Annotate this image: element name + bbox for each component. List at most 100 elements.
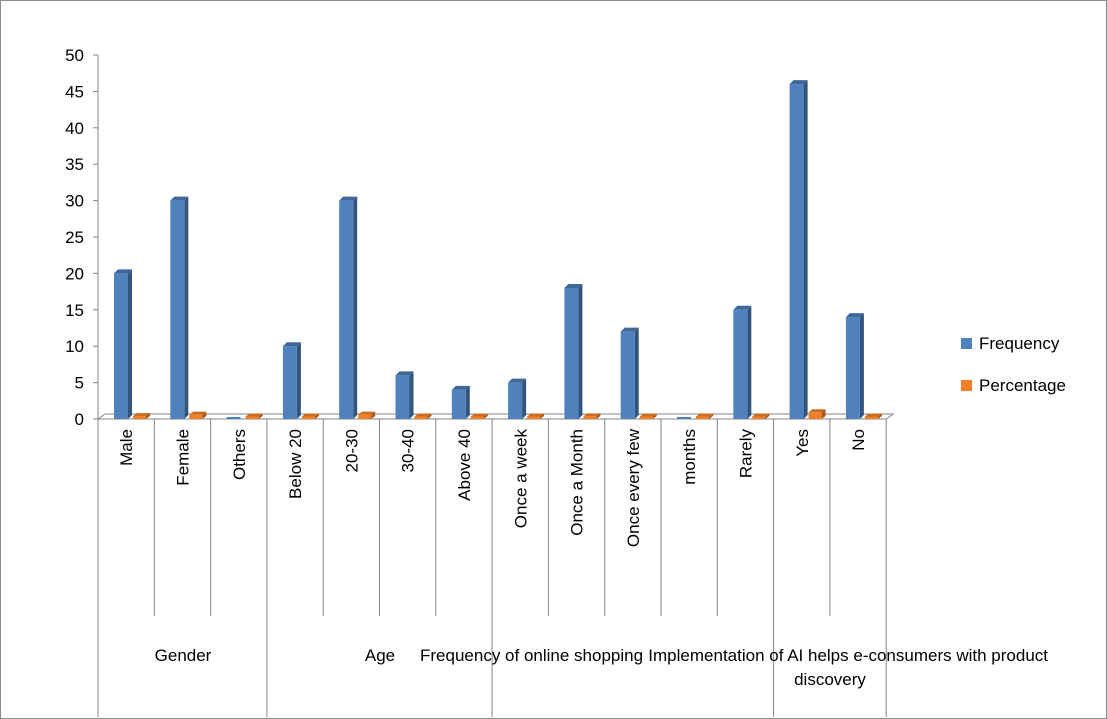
bar-frequency-side bbox=[634, 327, 639, 419]
legend-swatch bbox=[961, 380, 972, 391]
bar-percentage-top bbox=[301, 413, 319, 417]
bar-percentage bbox=[808, 409, 826, 419]
bar-percentage-face bbox=[639, 416, 653, 419]
bar-percentage-face bbox=[189, 414, 203, 419]
y-tick-label: 25 bbox=[65, 228, 84, 247]
y-tick-label: 20 bbox=[65, 264, 84, 283]
bar-frequency-top bbox=[733, 305, 752, 310]
legend-label: Percentage bbox=[979, 376, 1066, 395]
bar-percentage-face bbox=[527, 416, 541, 419]
bar-percentage-side bbox=[371, 411, 376, 419]
bar-frequency-side bbox=[578, 283, 583, 419]
bar-percentage-top bbox=[864, 413, 882, 417]
bar-frequency-top bbox=[170, 196, 189, 201]
bar-percentage bbox=[864, 413, 882, 419]
bar-frequency-side bbox=[747, 305, 752, 419]
bar-percentage bbox=[752, 413, 770, 419]
bar-percentage-top bbox=[527, 413, 545, 417]
bar-percentage-top bbox=[639, 413, 657, 417]
bar-percentage-face bbox=[358, 414, 372, 419]
bar-frequency bbox=[451, 385, 470, 419]
bar-frequency-top bbox=[451, 385, 470, 390]
x-tick-label: 30-40 bbox=[399, 429, 418, 472]
bar-percentage-top bbox=[414, 413, 432, 417]
bar-frequency bbox=[114, 269, 132, 419]
bar-percentage-face bbox=[470, 416, 484, 419]
bar-percentage-face bbox=[245, 416, 259, 419]
bar-frequency-top bbox=[114, 269, 132, 274]
y-tick-label: 45 bbox=[65, 82, 84, 101]
bar-percentage-top bbox=[245, 413, 263, 417]
group-label: Age bbox=[365, 646, 395, 665]
bar-frequency-side bbox=[353, 196, 358, 419]
bar-percentage bbox=[245, 413, 263, 419]
bar-percentage bbox=[189, 411, 207, 419]
bar-percentage-top bbox=[470, 413, 488, 417]
bar-frequency-face bbox=[170, 200, 185, 419]
bar-percentage bbox=[301, 413, 319, 419]
bar-frequency-top bbox=[395, 371, 414, 376]
x-tick-label: 20-30 bbox=[342, 429, 361, 472]
group-label: Implementation of AI helps e-consumers w… bbox=[648, 646, 1048, 689]
x-tick-label: Once every few bbox=[624, 428, 643, 547]
x-tick-label: Once a Month bbox=[568, 429, 587, 536]
bar-frequency-top bbox=[789, 80, 808, 85]
bar-frequency-top bbox=[339, 196, 358, 201]
x-tick-label: Others bbox=[230, 429, 249, 480]
y-tick-label: 35 bbox=[65, 155, 84, 174]
bar-percentage-side bbox=[483, 413, 488, 419]
bar-frequency bbox=[845, 313, 864, 419]
x-tick-label: Rarely bbox=[736, 429, 755, 479]
bar-percentage-side bbox=[877, 413, 882, 419]
bar-percentage-side bbox=[765, 413, 770, 419]
group-label: Frequency of online shopping bbox=[420, 646, 643, 665]
x-tick-label: Female bbox=[173, 429, 192, 486]
bar-percentage bbox=[470, 413, 488, 419]
bar-percentage bbox=[696, 413, 713, 419]
bar-frequency-flat bbox=[226, 417, 241, 419]
bar-frequency bbox=[395, 371, 414, 419]
bar-percentage-face bbox=[696, 416, 709, 419]
y-tick-label: 30 bbox=[65, 192, 84, 211]
bar-frequency-face bbox=[733, 309, 748, 419]
bar-frequency-face bbox=[564, 287, 579, 419]
legend-swatch bbox=[961, 338, 972, 349]
bar-percentage-top bbox=[358, 411, 376, 415]
bar-percentage bbox=[639, 413, 657, 419]
bar-percentage-top bbox=[696, 413, 713, 417]
bar-frequency-side bbox=[803, 80, 808, 420]
y-tick-label: 50 bbox=[65, 46, 84, 65]
x-tick-label: months bbox=[680, 429, 699, 485]
bar-percentage-face bbox=[864, 416, 878, 419]
bar-frequency-face bbox=[789, 84, 804, 420]
bar-frequency-top bbox=[845, 313, 864, 318]
bar-percentage-side bbox=[821, 409, 826, 419]
bar-frequency bbox=[620, 327, 639, 419]
group-label: Gender bbox=[155, 646, 212, 665]
bar-frequency-face bbox=[339, 200, 354, 419]
bar-frequency-top bbox=[508, 378, 527, 383]
bar-frequency-top bbox=[620, 327, 639, 332]
bar-percentage-face bbox=[414, 416, 428, 419]
bar-frequency-face bbox=[114, 273, 128, 419]
bar-frequency-face bbox=[508, 382, 523, 419]
bar-percentage-side bbox=[427, 413, 432, 419]
bar-percentage-side bbox=[314, 413, 319, 419]
bar-percentage-top bbox=[133, 413, 150, 417]
bar-percentage-top bbox=[752, 413, 770, 417]
bar-frequency-face bbox=[845, 317, 860, 419]
bar-frequency-side bbox=[859, 313, 864, 419]
bar-percentage-side bbox=[146, 413, 150, 419]
x-tick-label: Above 40 bbox=[455, 429, 474, 501]
bar-percentage bbox=[583, 413, 601, 419]
bar-percentage-side bbox=[652, 413, 657, 419]
bar-percentage bbox=[527, 413, 545, 419]
bar-frequency bbox=[339, 196, 358, 419]
x-tick-label: Male bbox=[117, 429, 136, 466]
legend-label: Frequency bbox=[979, 334, 1060, 353]
bar-percentage-top bbox=[189, 411, 207, 415]
bar-frequency-face bbox=[451, 389, 466, 419]
x-tick-label: No bbox=[849, 429, 868, 451]
